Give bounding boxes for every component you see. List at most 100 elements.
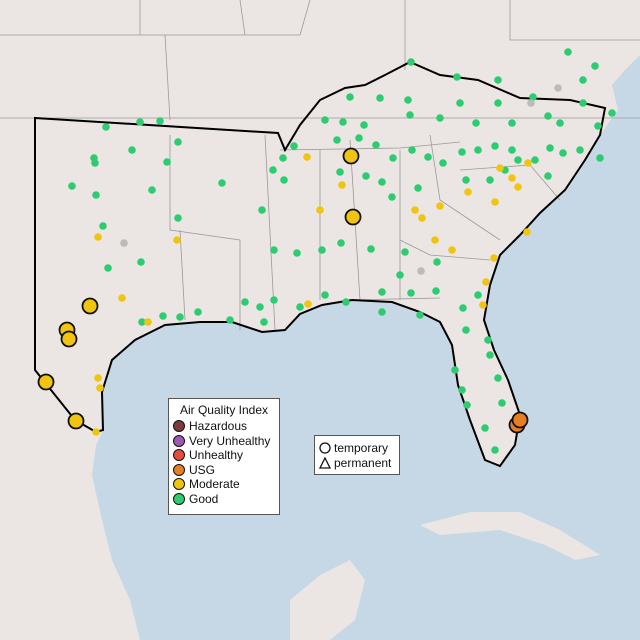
monitor-point[interactable] <box>432 287 440 295</box>
temporary-monitor-point[interactable] <box>60 330 78 348</box>
monitor-point[interactable] <box>608 109 616 117</box>
temporary-monitor-point[interactable] <box>344 208 362 226</box>
monitor-point[interactable] <box>137 258 145 266</box>
monitor-point[interactable] <box>389 154 397 162</box>
monitor-point[interactable] <box>338 181 346 189</box>
monitor-point[interactable] <box>436 202 444 210</box>
monitor-point[interactable] <box>303 153 311 161</box>
monitor-point[interactable] <box>378 288 386 296</box>
monitor-point[interactable] <box>508 174 516 182</box>
monitor-point[interactable] <box>138 318 146 326</box>
temporary-monitor-point[interactable] <box>342 147 360 165</box>
monitor-point[interactable] <box>241 298 249 306</box>
monitor-point[interactable] <box>448 246 456 254</box>
monitor-point[interactable] <box>318 246 326 254</box>
monitor-point[interactable] <box>120 239 128 247</box>
monitor-point[interactable] <box>407 289 415 297</box>
monitor-point[interactable] <box>136 118 144 126</box>
monitor-point[interactable] <box>321 291 329 299</box>
monitor-point[interactable] <box>496 164 504 172</box>
monitor-point[interactable] <box>406 111 414 119</box>
monitor-point[interactable] <box>498 399 506 407</box>
monitor-point[interactable] <box>342 298 350 306</box>
monitor-point[interactable] <box>490 254 498 262</box>
monitor-point[interactable] <box>174 214 182 222</box>
monitor-point[interactable] <box>388 193 396 201</box>
monitor-point[interactable] <box>176 313 184 321</box>
monitor-point[interactable] <box>479 301 487 309</box>
monitor-point[interactable] <box>218 179 226 187</box>
monitor-point[interactable] <box>144 318 152 326</box>
monitor-point[interactable] <box>458 386 466 394</box>
monitor-point[interactable] <box>439 159 447 167</box>
monitor-point[interactable] <box>92 428 100 436</box>
monitor-point[interactable] <box>258 206 266 214</box>
monitor-point[interactable] <box>336 168 344 176</box>
monitor-point[interactable] <box>481 424 489 432</box>
monitor-point[interactable] <box>546 144 554 152</box>
monitor-point[interactable] <box>544 172 552 180</box>
monitor-point[interactable] <box>579 76 587 84</box>
monitor-point[interactable] <box>339 118 347 126</box>
monitor-point[interactable] <box>91 159 99 167</box>
monitor-point[interactable] <box>417 267 425 275</box>
monitor-point[interactable] <box>458 148 466 156</box>
monitor-point[interactable] <box>494 99 502 107</box>
monitor-point[interactable] <box>401 248 409 256</box>
monitor-point[interactable] <box>94 374 102 382</box>
monitor-point[interactable] <box>346 93 354 101</box>
temporary-monitor-point[interactable] <box>67 412 85 430</box>
monitor-point[interactable] <box>226 316 234 324</box>
monitor-point[interactable] <box>594 122 602 130</box>
monitor-point[interactable] <box>591 62 599 70</box>
monitor-point[interactable] <box>486 351 494 359</box>
monitor-point[interactable] <box>529 93 537 101</box>
monitor-point[interactable] <box>576 146 584 154</box>
monitor-point[interactable] <box>362 172 370 180</box>
monitor-point[interactable] <box>293 249 301 257</box>
temporary-monitor-point[interactable] <box>511 411 529 429</box>
monitor-point[interactable] <box>462 176 470 184</box>
monitor-point[interactable] <box>494 374 502 382</box>
monitor-point[interactable] <box>378 308 386 316</box>
monitor-point[interactable] <box>148 186 156 194</box>
monitor-point[interactable] <box>194 308 202 316</box>
monitor-point[interactable] <box>355 134 363 142</box>
monitor-point[interactable] <box>270 246 278 254</box>
monitor-point[interactable] <box>156 117 164 125</box>
monitor-point[interactable] <box>436 114 444 122</box>
monitor-point[interactable] <box>424 153 432 161</box>
monitor-point[interactable] <box>321 116 329 124</box>
monitor-point[interactable] <box>360 121 368 129</box>
monitor-point[interactable] <box>290 142 298 150</box>
monitor-point[interactable] <box>92 191 100 199</box>
monitor-point[interactable] <box>378 178 386 186</box>
monitor-point[interactable] <box>414 184 422 192</box>
monitor-point[interactable] <box>484 336 492 344</box>
monitor-point[interactable] <box>304 300 312 308</box>
monitor-point[interactable] <box>163 158 171 166</box>
monitor-point[interactable] <box>372 141 380 149</box>
monitor-point[interactable] <box>508 119 516 127</box>
monitor-point[interactable] <box>559 149 567 157</box>
monitor-point[interactable] <box>514 183 522 191</box>
monitor-point[interactable] <box>104 264 112 272</box>
monitor-point[interactable] <box>531 156 539 164</box>
monitor-point[interactable] <box>416 311 424 319</box>
monitor-point[interactable] <box>491 198 499 206</box>
monitor-point[interactable] <box>491 142 499 150</box>
monitor-point[interactable] <box>433 258 441 266</box>
monitor-point[interactable] <box>296 303 304 311</box>
monitor-point[interactable] <box>411 206 419 214</box>
monitor-point[interactable] <box>463 401 471 409</box>
monitor-point[interactable] <box>482 278 490 286</box>
monitor-point[interactable] <box>99 222 107 230</box>
monitor-point[interactable] <box>102 123 110 131</box>
monitor-point[interactable] <box>474 146 482 154</box>
monitor-point[interactable] <box>376 94 384 102</box>
monitor-point[interactable] <box>556 119 564 127</box>
monitor-point[interactable] <box>418 214 426 222</box>
monitor-point[interactable] <box>68 182 76 190</box>
monitor-point[interactable] <box>260 318 268 326</box>
